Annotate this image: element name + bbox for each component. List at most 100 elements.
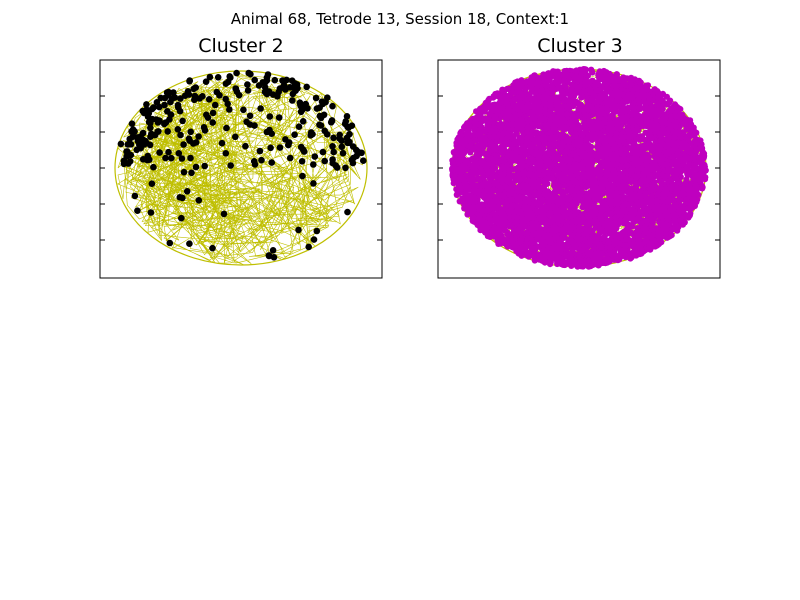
spike-point (233, 69, 240, 77)
spike-point (201, 127, 209, 134)
spike-point (143, 101, 150, 108)
spike-point (174, 126, 182, 133)
spike-point (186, 137, 193, 144)
spike-point (531, 138, 538, 145)
spike-point (330, 148, 338, 156)
spike-point (214, 74, 222, 81)
spike-point (339, 149, 347, 157)
spike-point (188, 169, 195, 177)
spike-point (147, 124, 154, 132)
spike-point (257, 105, 264, 112)
spike-point (183, 188, 191, 195)
spike-point (199, 93, 206, 100)
spike-point (317, 122, 325, 129)
spike-point (129, 133, 137, 140)
spike-point (164, 128, 171, 135)
spike-point (620, 247, 627, 254)
spike-point (163, 89, 171, 96)
spike-point (204, 114, 212, 121)
spike-point (170, 89, 177, 96)
spike-point (202, 78, 210, 85)
spike-point (310, 180, 317, 187)
spike-point (161, 101, 168, 109)
spike-point (299, 118, 307, 125)
spike-point (319, 148, 327, 156)
spike-point (164, 108, 171, 115)
spike-point (195, 133, 202, 140)
spike-point (178, 214, 185, 222)
spike-point (322, 98, 329, 106)
spike-point (342, 164, 349, 172)
spike-point (338, 143, 346, 151)
spike-point (177, 95, 184, 102)
spike-point (330, 134, 337, 142)
spike-point (192, 163, 200, 171)
spike-point (244, 81, 251, 88)
spike-point (178, 155, 186, 162)
spike-point (588, 66, 595, 73)
spike-point (534, 87, 541, 94)
panel-cluster-2: Cluster 2 (99, 35, 383, 279)
spike-point (313, 227, 321, 235)
spike-point (181, 92, 189, 99)
spike-point (349, 159, 357, 167)
spike-point (269, 247, 277, 254)
spike-point (343, 134, 351, 142)
spike-point (148, 130, 155, 138)
spike-point (133, 146, 140, 154)
spike-point (291, 131, 298, 138)
spike-point (264, 71, 272, 78)
spike-point (285, 141, 292, 149)
spike-point (595, 124, 602, 131)
spike-point (564, 187, 571, 195)
spike-point (240, 106, 247, 114)
spike-point (154, 119, 162, 126)
spike-point (130, 128, 137, 135)
spike-point (311, 153, 319, 160)
spikes-cluster-3 (449, 66, 709, 270)
panel-title-cluster-2: Cluster 2 (198, 35, 284, 57)
spike-point (209, 244, 216, 252)
spike-point (117, 140, 125, 148)
spike-point (323, 131, 331, 138)
spike-point (489, 204, 496, 212)
spike-point (596, 229, 603, 236)
spike-point (263, 77, 271, 84)
spike-point (201, 162, 208, 170)
spike-point (349, 143, 357, 150)
spike-point (561, 118, 568, 125)
spike-point (542, 135, 549, 142)
spike-point (190, 85, 198, 93)
spike-point (232, 133, 239, 141)
spike-point (299, 146, 307, 153)
spike-point (205, 96, 213, 103)
spike-point (321, 157, 329, 165)
spike-point (156, 103, 163, 111)
spike-point (227, 162, 234, 169)
spike-point (137, 133, 144, 140)
spike-point (261, 88, 269, 96)
spike-point (588, 165, 595, 172)
figure-title: Animal 68, Tetrode 13, Session 18, Conte… (231, 10, 569, 28)
spike-point (316, 104, 323, 111)
spike-point (576, 101, 583, 108)
spike-point (358, 149, 365, 157)
spike-point (586, 215, 593, 222)
spike-point (344, 208, 351, 216)
spike-point (286, 154, 294, 162)
spike-point (148, 105, 156, 113)
spike-point (195, 197, 203, 204)
spike-point (161, 94, 169, 102)
spike-point (222, 150, 230, 157)
spike-point (295, 123, 303, 130)
spike-point (258, 156, 265, 164)
spike-point (282, 136, 289, 143)
spike-point (266, 113, 274, 120)
spike-point (481, 106, 489, 113)
axes-frame-cluster-2 (99, 59, 383, 279)
spike-point (551, 179, 558, 186)
spike-point (216, 92, 223, 99)
spike-point (134, 207, 141, 214)
spike-point (148, 180, 156, 187)
spike-point (560, 226, 567, 233)
